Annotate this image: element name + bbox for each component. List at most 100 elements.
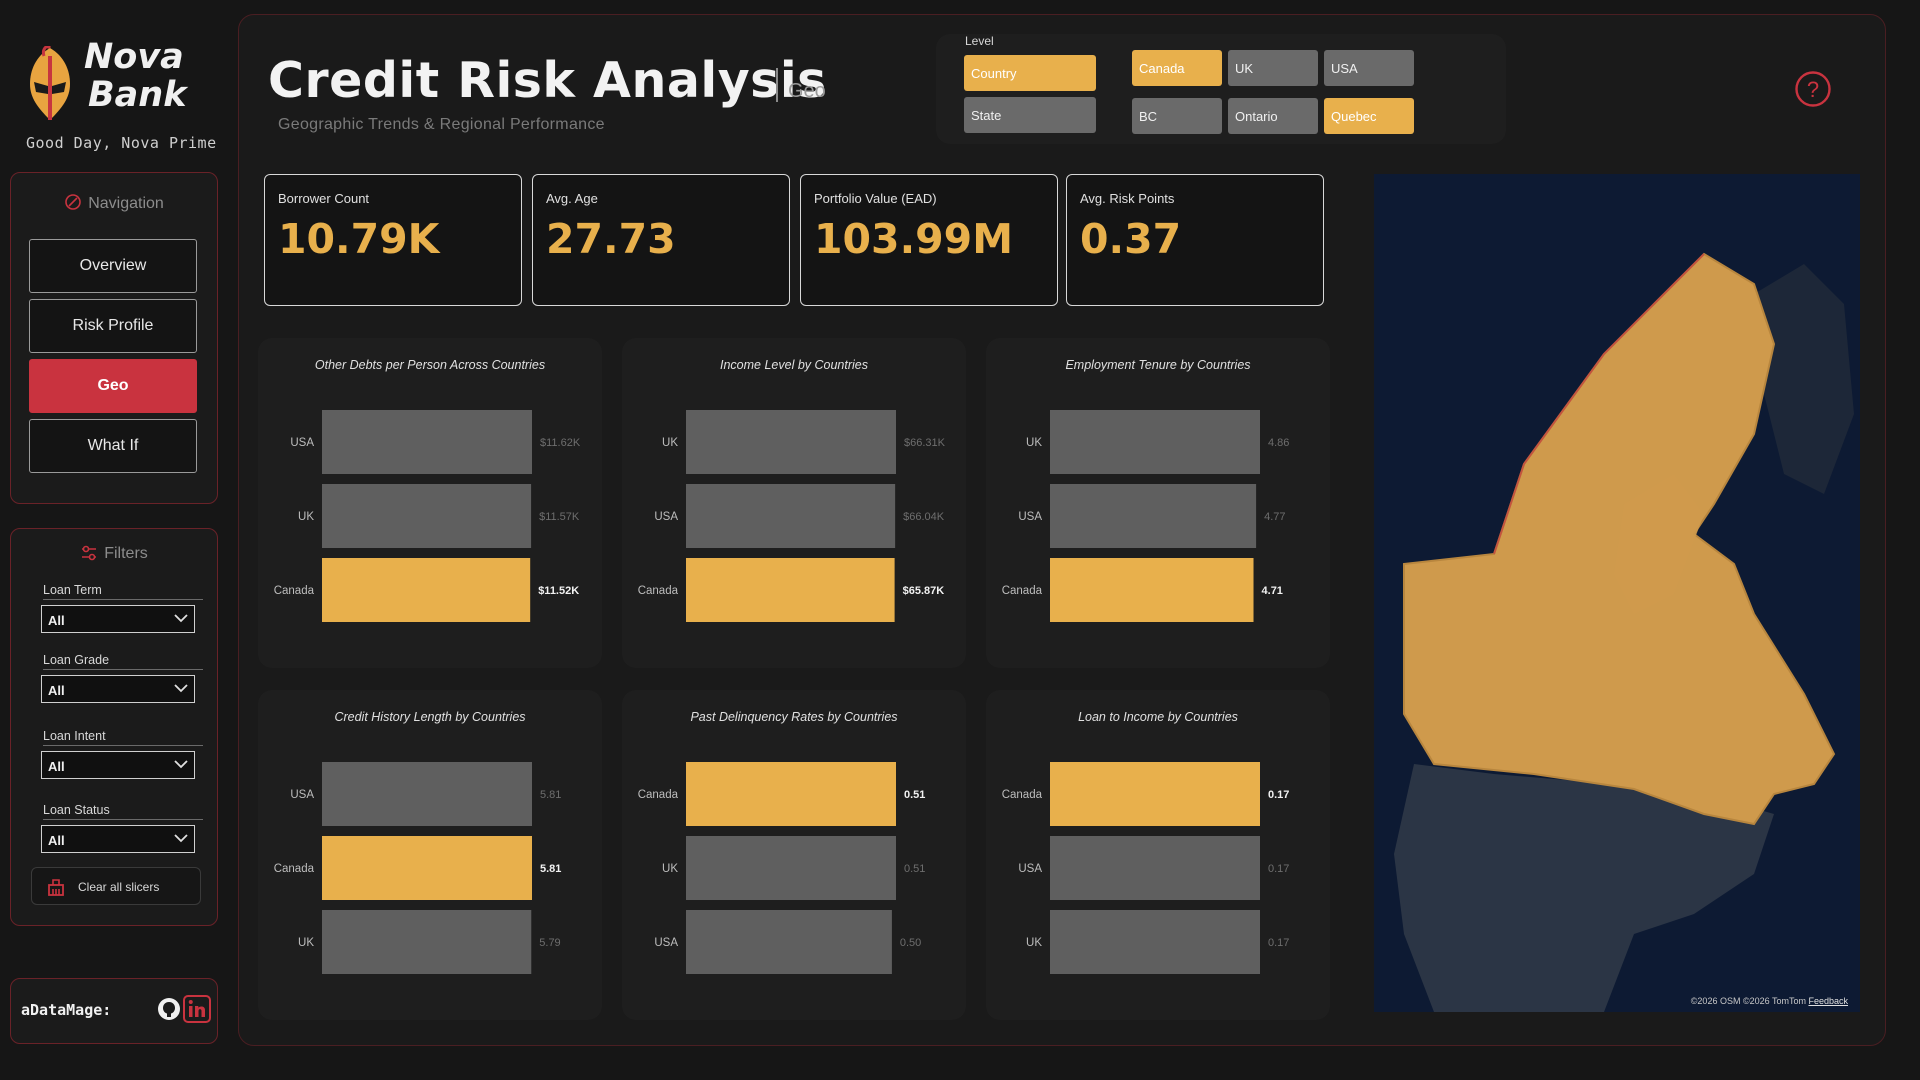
category-label: UK [298,511,314,523]
data-label: $66.31K [904,437,946,449]
chevron-down-icon [174,614,188,623]
chart-other-debts: USA $11.62K UK $11.57K Canada $11.52K [274,410,581,622]
category-label: Canada [274,863,315,875]
loan-status-select[interactable]: All [41,825,195,853]
kpi-label: Portfolio Value (EAD) [814,191,937,206]
country-usa-tile[interactable]: USA [1324,50,1414,86]
svg-text:?: ? [1807,77,1819,102]
category-label: USA [654,511,678,523]
bar-canada[interactable] [686,762,896,826]
bar-usa[interactable] [322,410,532,474]
bar-uk[interactable] [686,836,896,900]
country-canada-tile[interactable]: Canada [1132,50,1222,86]
bar-usa[interactable] [1050,484,1257,548]
kpi-value: 10.79K [278,215,440,263]
bar-usa[interactable] [686,484,896,548]
loan-term-label: Loan Term [43,583,102,597]
chart-past-delinquency: Canada 0.51 UK 0.51 USA 0.50 [638,762,925,974]
nav-overview-button[interactable]: Overview [29,239,197,293]
data-label: 0.50 [900,937,921,949]
bar-canada[interactable] [686,558,895,622]
data-label: 0.17 [1268,789,1289,801]
level-country-tile[interactable]: Country [964,55,1096,91]
data-label: 4.77 [1264,511,1285,523]
data-label: 4.86 [1268,437,1289,449]
bar-uk[interactable] [322,484,532,548]
brand: Nova Bank Good Day, Nova Prime [20,34,220,154]
category-label: UK [1026,937,1042,949]
bar-usa[interactable] [322,762,532,826]
category-label: USA [1018,511,1042,523]
chart-title: Other Debts per Person Across Countries [314,358,546,372]
loan-term-underline [43,599,203,600]
bar-usa[interactable] [1050,836,1260,900]
chart-other-debts-card: Other Debts per Person Across Countries … [258,338,602,668]
data-label: $66.04K [903,511,945,523]
loan-status-label: Loan Status [43,803,110,817]
github-icon[interactable] [157,997,181,1021]
data-label: $11.52K [538,585,579,597]
bar-canada[interactable] [322,836,532,900]
bar-uk[interactable] [1050,910,1260,974]
category-label: Canada [638,789,679,801]
loan-term-select[interactable]: All [41,605,195,633]
geo-map[interactable]: ©2026 OSM ©2026 TomTom Feedback [1374,174,1860,1012]
map-attribution: ©2026 OSM ©2026 TomTom Feedback [1691,996,1848,1006]
bar-uk[interactable] [686,410,896,474]
bar-canada[interactable] [322,558,531,622]
compass-icon [65,194,81,210]
state-bc-tile[interactable]: BC [1132,98,1222,134]
page-title: Credit Risk Analysis [268,52,827,109]
category-label: UK [662,437,678,449]
bar-uk[interactable] [322,910,532,974]
brand-name-line2: Bank [88,75,187,115]
map-feedback-link[interactable]: Feedback [1808,996,1848,1006]
nav-what-if-button[interactable]: What If [29,419,197,473]
title-separator [776,68,778,102]
help-icon[interactable]: ? [1794,70,1832,108]
bar-canada[interactable] [1050,762,1260,826]
bar-uk[interactable] [1050,410,1260,474]
filters-heading: Filters [11,545,217,563]
clear-all-slicers-button[interactable]: Clear all slicers [31,867,201,905]
nav-risk-profile-button[interactable]: Risk Profile [29,299,197,353]
helmet-logo-icon [30,46,70,120]
bar-canada[interactable] [1050,558,1254,622]
chart-title: Income Level by Countries [720,358,868,372]
data-label: 5.81 [540,789,561,801]
kpi-value: 0.37 [1080,215,1182,263]
loan-intent-select[interactable]: All [41,751,195,779]
kpi-borrower-count-card: Borrower Count 10.79K [264,174,522,306]
map-land-greenland [1754,264,1854,494]
state-ontario-tile[interactable]: Ontario [1228,98,1318,134]
category-label: USA [654,937,678,949]
kpi-label: Avg. Age [546,191,598,206]
loan-grade-select[interactable]: All [41,675,195,703]
category-label: Canada [1002,585,1043,597]
data-label: $65.87K [903,585,945,597]
level-state-tile[interactable]: State [964,97,1096,133]
data-label: $11.57K [539,511,580,523]
navigation-heading: Navigation [11,193,217,213]
nav-geo-button[interactable]: Geo [29,359,197,413]
linkedin-icon[interactable] [183,995,211,1023]
map-canvas [1374,174,1860,1012]
data-label: 5.81 [540,863,561,875]
category-label: Canada [274,585,315,597]
country-uk-tile[interactable]: UK [1228,50,1318,86]
chevron-down-icon [174,684,188,693]
greeting-text: Good Day, Nova Prime [26,134,217,152]
data-label: 5.79 [539,937,560,949]
chart-past-delinquency-card: Past Delinquency Rates by Countries Cana… [622,690,966,1020]
loan-grade-underline [43,669,203,670]
kpi-value: 103.99M [814,215,1014,263]
state-quebec-tile[interactable]: Quebec [1324,98,1414,134]
bar-usa[interactable] [686,910,892,974]
category-label: Canada [1002,789,1043,801]
loan-grade-label: Loan Grade [43,653,110,667]
category-label: UK [662,863,678,875]
loan-status-underline [43,819,203,820]
level-label: Level [965,34,994,48]
map-hudson-bay [1614,474,1704,614]
category-label: USA [1018,863,1042,875]
